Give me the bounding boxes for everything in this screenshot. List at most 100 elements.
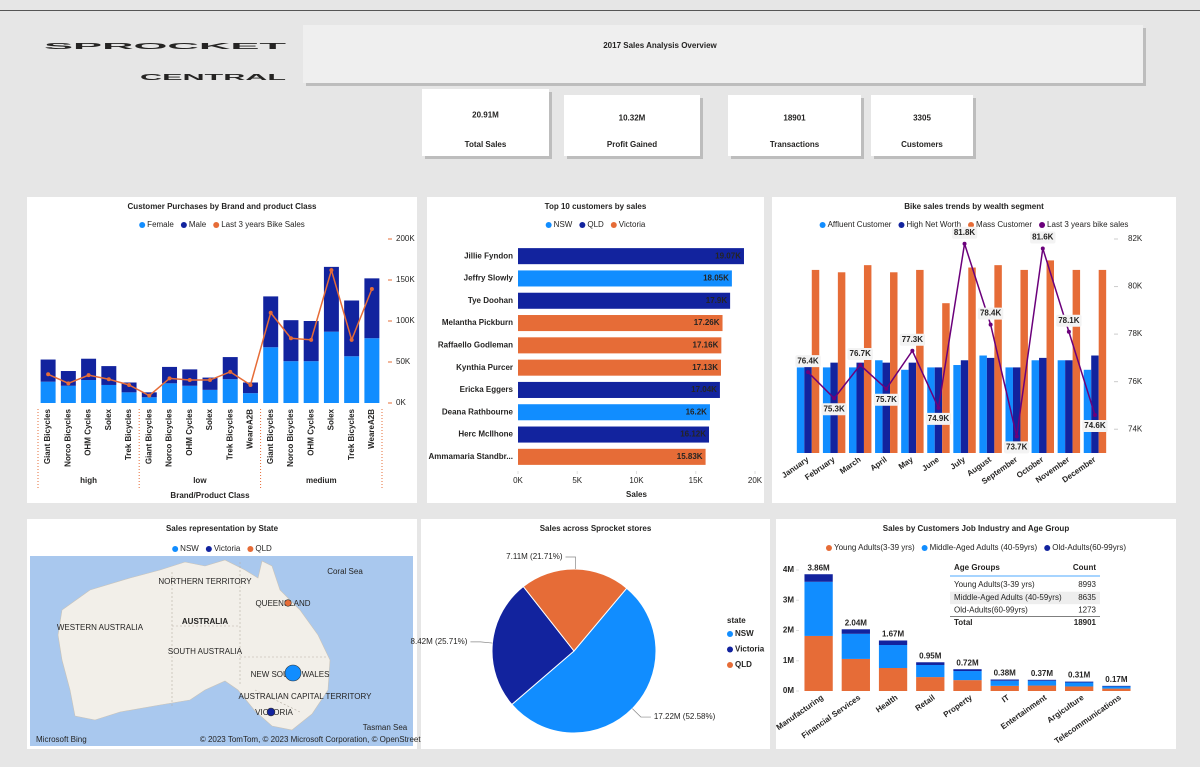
- map-provider: Microsoft Bing: [36, 735, 87, 744]
- x-tick-label: Solex: [327, 408, 336, 430]
- bar: [323, 331, 339, 403]
- legend: NSW QLD Victoria: [545, 220, 646, 229]
- chart-title: Sales by Customers Job Industry and Age …: [883, 524, 1070, 533]
- line-marker: [187, 378, 192, 383]
- bar: [1091, 355, 1099, 453]
- bar: [953, 669, 982, 672]
- chart-title: Sales across Sprocket stores: [540, 524, 652, 533]
- bar: [1072, 269, 1081, 453]
- bar: [162, 366, 178, 384]
- bar: [121, 392, 137, 403]
- bar: [1020, 269, 1028, 453]
- legend-label: Victoria: [735, 645, 765, 654]
- bar: [182, 369, 198, 386]
- y-tick-label: 0M: [783, 686, 794, 695]
- value-label-bg: [1056, 314, 1082, 327]
- bar: [1098, 269, 1107, 453]
- x-tick-label: Trek Bicycles: [225, 408, 234, 460]
- bar: [878, 645, 908, 669]
- legend-label: Victoria: [214, 544, 241, 553]
- bar: [101, 384, 117, 403]
- line-marker: [858, 363, 863, 368]
- value-label: 17.22M (52.58%): [654, 712, 716, 721]
- bar: [953, 365, 961, 453]
- legend-marker: [545, 222, 552, 228]
- bar: [518, 315, 723, 332]
- legend-label: Victoria: [619, 220, 646, 229]
- line-marker: [369, 287, 374, 292]
- total-label: 3.86M: [807, 563, 830, 572]
- kpi-value: 3305: [913, 114, 931, 123]
- bar: [60, 385, 76, 403]
- bar: [916, 662, 945, 665]
- line: [807, 243, 1096, 437]
- bar: [1046, 260, 1055, 453]
- total-label: 2.04M: [845, 618, 868, 627]
- map-label: AUSTRALIAN CAPITAL TERRITORY: [239, 692, 373, 701]
- bar: [40, 359, 56, 382]
- kpi-label: Profit Gained: [607, 140, 657, 149]
- bar: [1005, 367, 1013, 453]
- bar: [796, 367, 805, 453]
- value-label: 17.13K: [692, 363, 718, 372]
- x-tick-label: Norco Bicycles: [286, 408, 295, 466]
- value-label: 7.11M (21.71%): [506, 552, 563, 561]
- legend-label: QLD: [587, 220, 604, 229]
- bar: [804, 574, 833, 582]
- bar: [518, 248, 744, 265]
- map-bubble: [284, 664, 302, 682]
- bar: [986, 357, 995, 453]
- value-label: 16.2K: [686, 407, 708, 416]
- line-marker: [832, 396, 837, 401]
- y-tick-label: Jillie Fyndon: [464, 251, 513, 260]
- line-marker: [329, 268, 334, 273]
- line-marker: [1014, 434, 1019, 439]
- bar: [878, 640, 908, 646]
- x-tick-label: Giant Bicycles: [266, 408, 275, 464]
- line-marker: [208, 378, 212, 383]
- x-tick-label: 20K: [748, 476, 763, 485]
- x-tick-label: Giant Bicycles: [43, 408, 52, 464]
- y-tick-label: 1M: [783, 656, 794, 665]
- y-tick-label: Jeffry Slowly: [464, 274, 514, 283]
- value-label-bg: [899, 333, 926, 346]
- legend-label: Last 3 years bike sales: [1047, 220, 1128, 229]
- bar: [841, 629, 870, 634]
- value-label: 76.4K: [797, 356, 819, 365]
- legend: Young Adults(3-39 yrs) Middle-Aged Adults…: [825, 543, 1126, 552]
- total-label: 0.37M: [1031, 669, 1054, 678]
- legend-marker: [825, 545, 832, 551]
- y-tick-label: 80K: [1128, 282, 1143, 291]
- bar: [263, 296, 279, 348]
- bar: [518, 292, 731, 309]
- logo-line: CENTRAL: [140, 73, 286, 82]
- value-label: 75.7K: [876, 395, 898, 404]
- y-tick-label: 2M: [783, 626, 794, 635]
- bar: [344, 356, 360, 403]
- table-header: Count: [1073, 563, 1096, 572]
- table-cell: 1273: [1078, 606, 1096, 615]
- x-tick-label: 0K: [513, 476, 523, 485]
- map-label: Coral Sea: [327, 567, 363, 576]
- line-marker: [1092, 412, 1097, 417]
- bar: [979, 355, 987, 453]
- y-tick-label: 100K: [396, 316, 415, 325]
- bar: [953, 680, 982, 691]
- value-label-bg: [795, 355, 821, 368]
- line-marker: [910, 348, 915, 353]
- y-tick-label: 82K: [1128, 234, 1143, 243]
- line-marker: [349, 337, 354, 342]
- bar: [364, 278, 380, 339]
- legend-label: Young Adults(3-39 yrs): [834, 543, 915, 552]
- bar: [283, 320, 299, 362]
- value-label-bg: [1030, 231, 1056, 244]
- legend-label: Old-Adults(60-99yrs): [1052, 543, 1126, 552]
- bar: [1102, 688, 1131, 691]
- line-marker: [106, 377, 111, 382]
- bar: [968, 267, 976, 453]
- legend-marker: [213, 222, 220, 228]
- value-label-bg: [847, 348, 873, 361]
- bar: [916, 664, 945, 678]
- y-tick-label: 78K: [1128, 329, 1143, 338]
